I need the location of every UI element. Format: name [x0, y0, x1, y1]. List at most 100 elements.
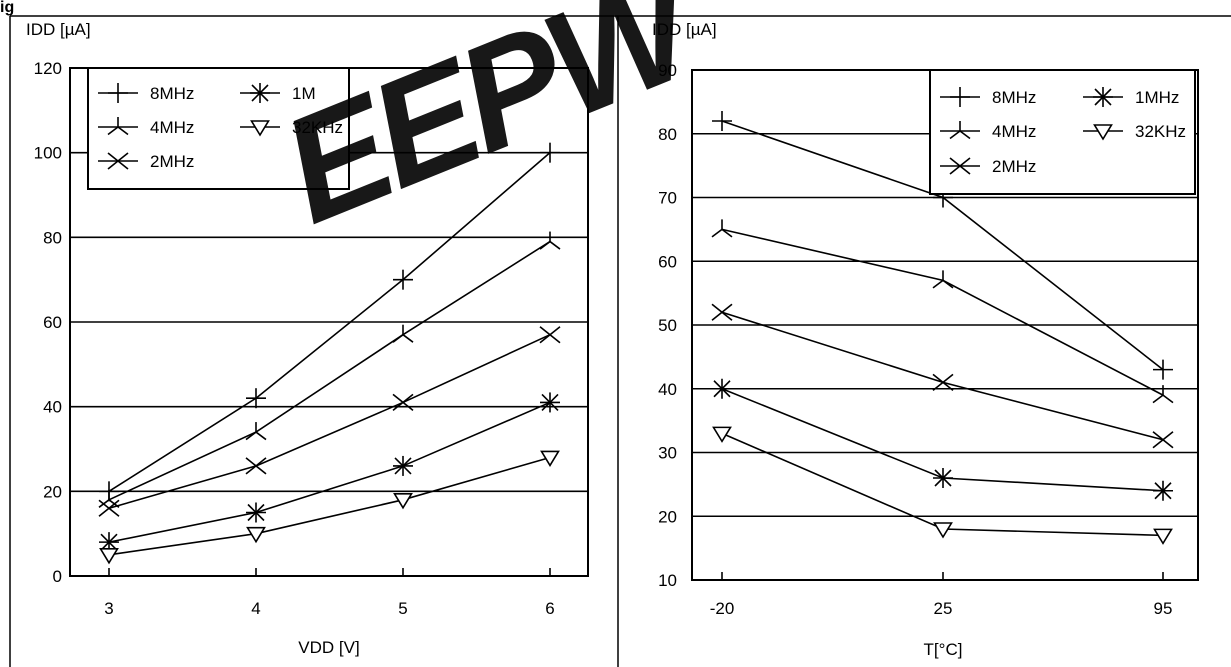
legend-marker-8MHz	[950, 87, 970, 107]
legend-marker-1MHz	[1093, 87, 1113, 107]
data-point-1M	[393, 455, 413, 476]
legend-entry-32KHz: 32KHz	[1083, 122, 1186, 141]
legend-label: 4MHz	[150, 118, 194, 137]
y-tick-label: 100	[34, 144, 62, 163]
legend-label: 2MHz	[150, 152, 194, 171]
legend-entry-2MHz: 2MHz	[940, 157, 1036, 176]
right-legend: 8MHz 1MHz 4MHz 32KHz 2MHz	[929, 69, 1196, 195]
caption-fragment: ig	[0, 0, 14, 16]
right-x-tick-labels: -20 25 95	[710, 572, 1173, 618]
data-point-8MHz	[712, 111, 732, 131]
left-y-tick-labels: 0 20 40 60 80 100 120	[34, 59, 62, 586]
chart-idd-vs-vdd: IDD [µA] VDD [V] 0 20 40 60 80 100 120 3 4 5 6 8M…	[26, 20, 589, 657]
series-line-1M	[108, 401, 551, 543]
data-point-2MHz	[539, 326, 561, 344]
legend-label: 4MHz	[992, 122, 1036, 141]
series-line-2MHz	[108, 333, 551, 510]
left-ylabel: IDD [µA]	[26, 20, 91, 39]
legend-marker-1M	[250, 83, 270, 103]
data-point-4MHz	[539, 231, 561, 250]
data-point-32KHz	[933, 522, 953, 539]
left-legend-box	[87, 67, 350, 190]
data-point-8MHz	[540, 142, 560, 163]
right-legend-box	[929, 69, 1196, 195]
y-tick-label: 80	[43, 228, 62, 247]
data-point-2MHz	[932, 373, 954, 391]
y-tick-label: 40	[658, 380, 677, 399]
data-point-1MHz	[933, 468, 953, 488]
y-tick-label: 90	[658, 61, 677, 80]
x-tick-label: 25	[934, 599, 953, 618]
legend-entry-8MHz: 8MHz	[940, 87, 1036, 107]
right-series-group	[711, 111, 1174, 545]
series-line-8MHz	[108, 152, 551, 493]
legend-marker-2MHz	[949, 157, 971, 175]
right-ylabel: IDD [µA]	[652, 20, 717, 39]
legend-entry-1MHz: 1MHz	[1083, 87, 1179, 107]
x-tick-label: -20	[710, 599, 735, 618]
legend-label: 8MHz	[992, 88, 1036, 107]
legend-marker-2MHz	[107, 152, 129, 170]
data-point-4MHz	[1152, 385, 1174, 404]
right-y-tick-labels: 10 20 30 40 50 60 70 80 90	[658, 61, 677, 590]
data-point-32KHz	[246, 526, 266, 544]
legend-entry-2MHz: 2MHz	[98, 152, 194, 171]
y-tick-label: 70	[658, 189, 677, 208]
data-point-1MHz	[1153, 480, 1173, 501]
right-gridlines	[692, 132, 1198, 518]
data-point-8MHz	[393, 269, 413, 290]
data-point-32KHz	[393, 492, 413, 510]
chart-idd-vs-temperature: IDD [µA] T[°C] 10 20 30 40 50 60 70 80 90 -20 25 9…	[652, 20, 1199, 659]
data-point-2MHz	[1152, 431, 1174, 449]
legend-label: 8MHz	[150, 84, 194, 103]
data-point-32KHz	[1153, 528, 1173, 545]
legend-label: 32KHz	[292, 118, 343, 137]
data-point-1M	[540, 392, 560, 413]
legend-marker-8MHz	[108, 83, 128, 103]
legend-entry-8MHz: 8MHz	[98, 83, 194, 103]
y-tick-label: 80	[658, 125, 677, 144]
data-point-2MHz	[711, 303, 733, 321]
data-point-4MHz	[245, 422, 267, 441]
legend-entry-1M: 1M	[240, 83, 316, 103]
legend-entry-4MHz: 4MHz	[940, 121, 1036, 141]
y-tick-label: 20	[658, 507, 677, 526]
x-tick-label: 6	[545, 599, 554, 618]
data-point-32KHz	[712, 426, 732, 443]
legend-marker-4MHz	[949, 121, 971, 140]
y-tick-label: 120	[34, 59, 62, 78]
legend-marker-4MHz	[107, 117, 129, 136]
data-point-2MHz	[392, 393, 414, 412]
x-tick-label: 4	[251, 599, 260, 618]
legend-marker-32KHz	[1093, 124, 1113, 141]
x-tick-label: 3	[104, 599, 113, 618]
y-tick-label: 60	[43, 313, 62, 332]
x-tick-label: 95	[1154, 599, 1173, 618]
data-point-1MHz	[712, 378, 732, 399]
data-point-32KHz	[99, 548, 119, 565]
y-tick-label: 20	[43, 482, 62, 501]
data-point-1M	[246, 502, 266, 523]
data-point-4MHz	[392, 324, 414, 343]
data-point-2MHz	[245, 457, 267, 475]
legend-label: 32KHz	[1135, 122, 1186, 141]
legend-label: 1MHz	[1135, 88, 1179, 107]
legend-marker-32KHz	[250, 120, 270, 137]
data-point-32KHz	[540, 450, 560, 468]
y-tick-label: 40	[43, 398, 62, 417]
legend-label: 1M	[292, 84, 316, 103]
y-tick-label: 60	[658, 252, 677, 271]
series-line-32KHz	[108, 456, 551, 556]
left-x-tick-labels: 3 4 5 6	[104, 568, 555, 618]
data-point-2MHz	[98, 499, 120, 517]
y-tick-label: 30	[658, 444, 677, 463]
left-legend: 8MHz 1M 4MHz 32KHz 2MHz	[87, 67, 350, 190]
data-point-4MHz	[711, 219, 733, 238]
legend-label: 2MHz	[992, 157, 1036, 176]
y-tick-label: 0	[53, 567, 62, 586]
y-tick-label: 50	[658, 316, 677, 335]
legend-entry-4MHz: 4MHz	[98, 117, 194, 137]
left-series-group	[98, 142, 561, 565]
right-xlabel: T[°C]	[924, 640, 963, 659]
